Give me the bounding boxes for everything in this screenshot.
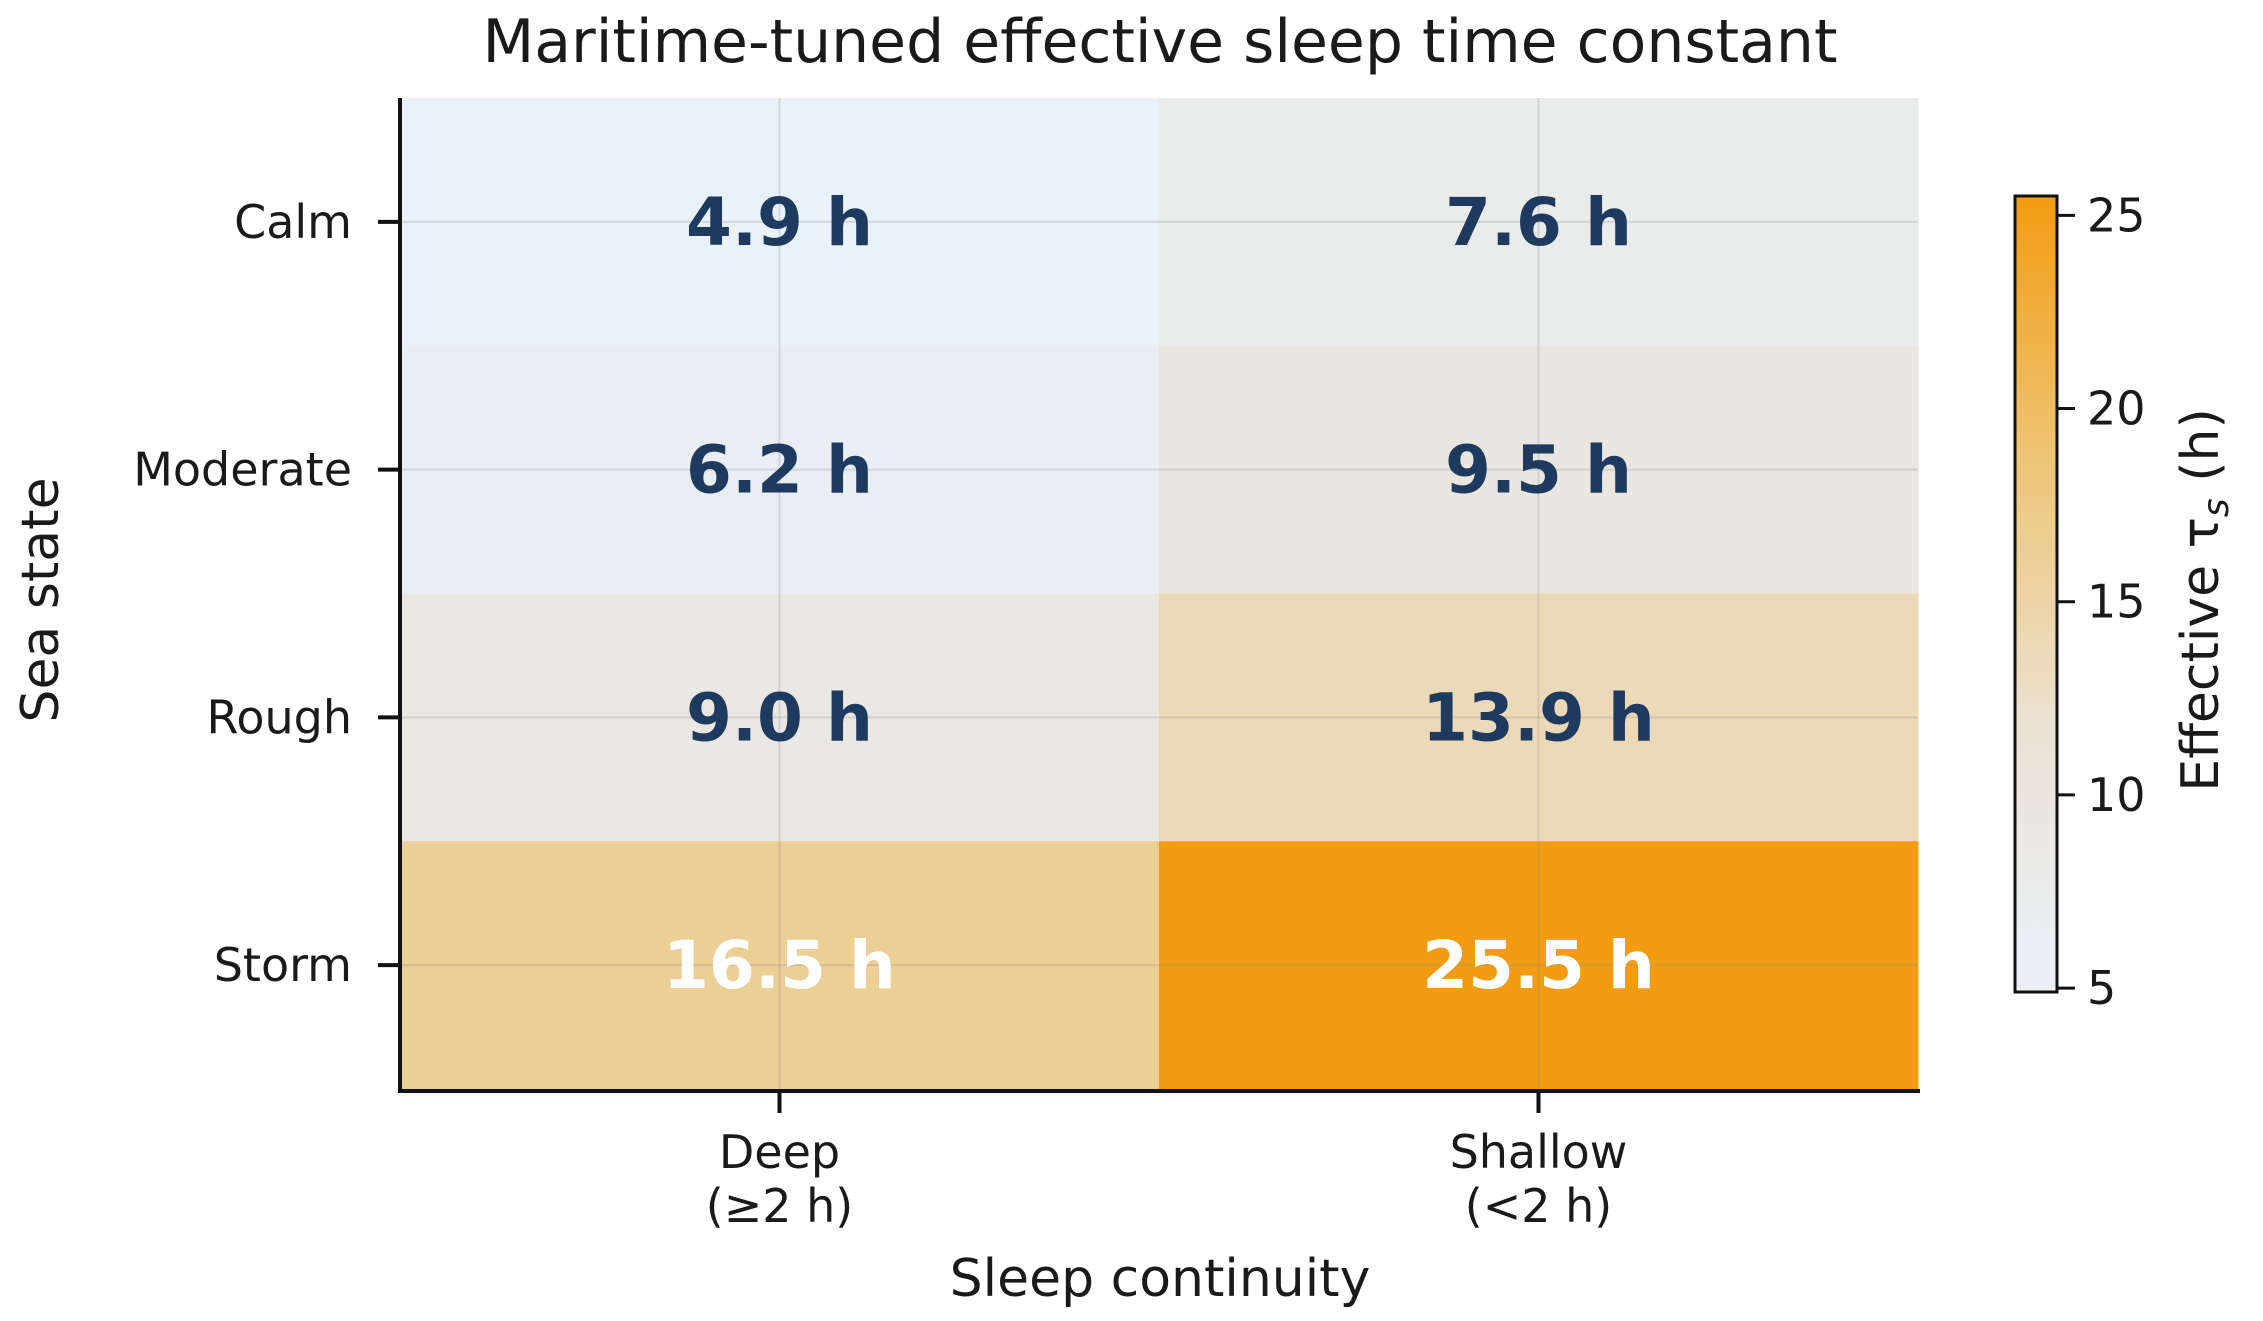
colorbar-tick-label: 5	[2087, 961, 2116, 1015]
cell-value-label: 9.5 h	[1445, 432, 1632, 509]
y-tick-label: Moderate	[133, 443, 352, 497]
cell-value-label: 4.9 h	[686, 184, 873, 261]
x-ticks: Deep(≥2 h) Shallow(<2 h)	[706, 1091, 1628, 1233]
cell-value-label: 16.5 h	[663, 927, 896, 1004]
cell-value-label: 25.5 h	[1422, 927, 1655, 1004]
cell-labels: 4.9 h 7.6 h 6.2 h 9.5 h 9.0 h 13.9 h 16.5 h 25.…	[663, 184, 1655, 1004]
cell-value-label: 6.2 h	[686, 432, 873, 509]
x-tick-label: Deep	[719, 1125, 840, 1179]
gridlines	[400, 98, 1918, 1089]
heatmap-cells	[400, 98, 1919, 1090]
y-axis-label: Sea state	[11, 477, 71, 722]
heatmap-cell	[1159, 593, 1919, 842]
colorbar-tick-label: 10	[2087, 768, 2146, 822]
heatmap-cell	[400, 841, 1160, 1090]
y-tick-label: Calm	[234, 195, 352, 249]
colorbar-tick-label: 20	[2087, 382, 2146, 436]
y-ticks: Calm Moderate Rough Storm	[133, 195, 400, 992]
colorbar-label: Effective τs (h)	[2171, 408, 2237, 792]
colorbar: 5 10 15 20 25 Effective τs (h)	[2013, 188, 2237, 1015]
y-tick-label: Rough	[206, 690, 352, 744]
heatmap-cell	[1159, 98, 1919, 347]
x-axis-label: Sleep continuity	[950, 1249, 1371, 1309]
cell-value-label: 7.6 h	[1445, 184, 1632, 261]
x-tick-label-sub: (<2 h)	[1465, 1179, 1612, 1233]
heatmap-cell	[400, 98, 1160, 347]
chart-title: Maritime-tuned effective sleep time cons…	[483, 7, 1838, 77]
heatmap-cell	[1159, 345, 1919, 594]
heatmap-cell	[400, 593, 1160, 842]
colorbar-gradient	[2013, 194, 2059, 994]
cell-value-label: 9.0 h	[686, 679, 873, 756]
y-tick-label: Storm	[214, 938, 352, 992]
heatmap-cell	[400, 345, 1160, 594]
heatmap-cell	[1159, 841, 1919, 1090]
colorbar-ticks: 5 10 15 20 25	[2057, 188, 2146, 1015]
x-tick-label-sub: (≥2 h)	[706, 1179, 853, 1233]
x-tick-label: Shallow	[1450, 1125, 1628, 1179]
cell-value-label: 13.9 h	[1422, 679, 1655, 756]
axes	[398, 98, 1920, 1093]
colorbar-tick-label: 25	[2087, 188, 2146, 242]
colorbar-tick-label: 15	[2087, 575, 2146, 629]
